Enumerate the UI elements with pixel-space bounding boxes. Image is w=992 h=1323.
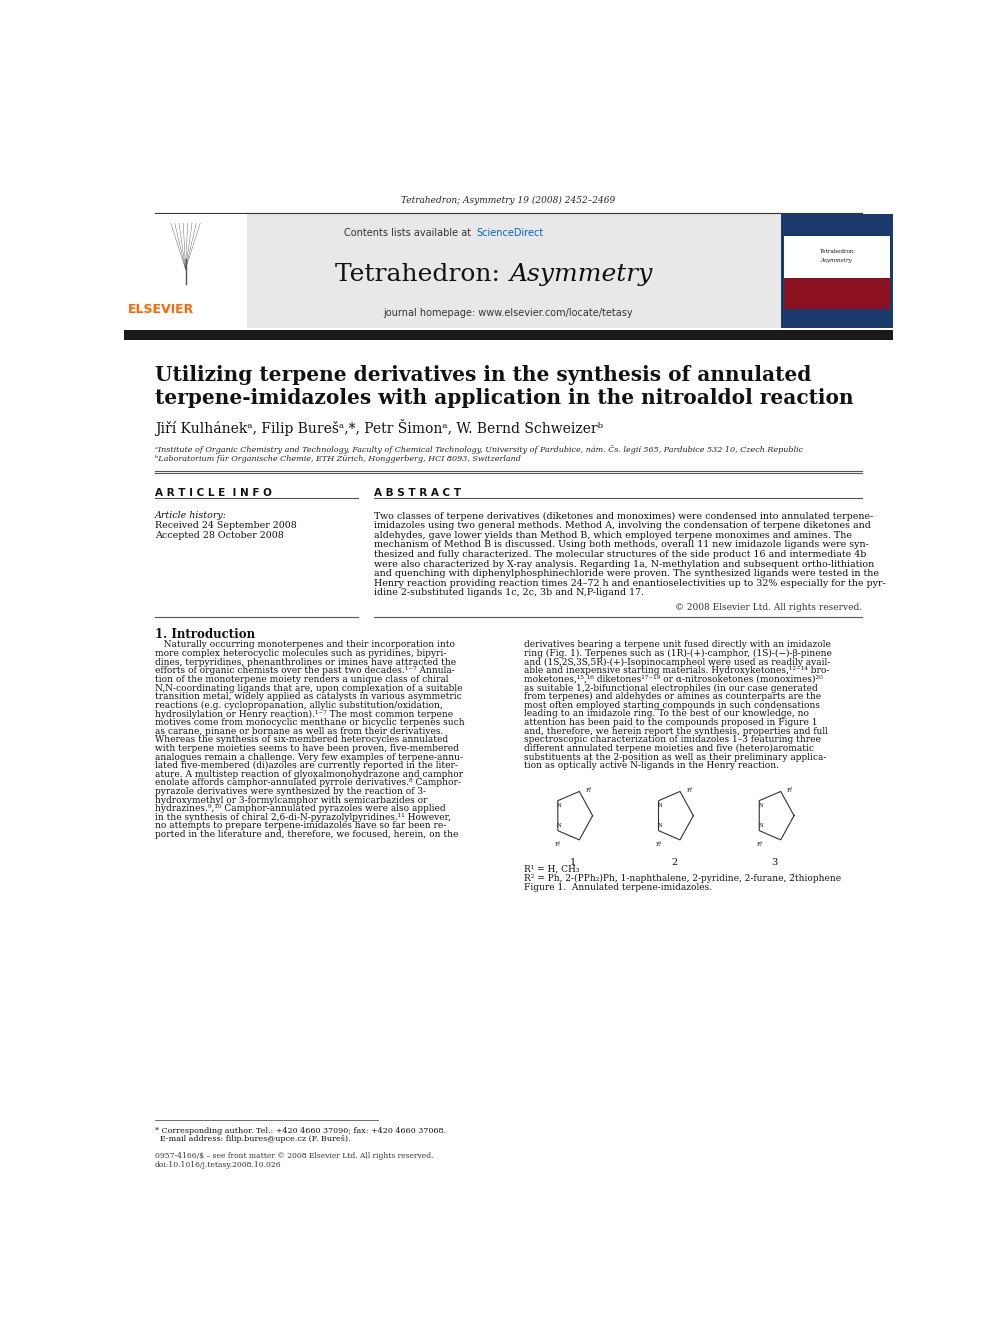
Text: hydrosilylation or Henry reaction).¹⁻⁷ The most common terpene: hydrosilylation or Henry reaction).¹⁻⁷ T…: [155, 709, 453, 718]
Text: from terpenes) and aldehydes or amines as counterparts are the: from terpenes) and aldehydes or amines a…: [524, 692, 821, 701]
Text: imidazoles using two general methods. Method A, involving the condensation of te: imidazoles using two general methods. Me…: [374, 521, 871, 531]
Text: with terpene moieties seems to have been proven, five-membered: with terpene moieties seems to have been…: [155, 744, 458, 753]
Text: R² = Ph, 2-(PPh₂)Ph, 1-naphthalene, 2-pyridine, 2-furane, 2́thiophene: R² = Ph, 2-(PPh₂)Ph, 1-naphthalene, 2-py…: [524, 875, 841, 884]
Text: N: N: [658, 823, 663, 828]
Text: efforts of organic chemists over the past two decades.¹⁻⁷ Annula-: efforts of organic chemists over the pas…: [155, 667, 454, 675]
Text: Accepted 28 October 2008: Accepted 28 October 2008: [155, 532, 284, 540]
Text: R²: R²: [585, 787, 592, 792]
Text: R²: R²: [686, 787, 692, 792]
Text: Naturally occurring monoterpenes and their incorporation into: Naturally occurring monoterpenes and the…: [155, 640, 454, 650]
Bar: [727, 778, 822, 853]
Bar: [124, 329, 893, 340]
Text: ring (Fig. 1). Terpenes such as (1R)-(+)-camphor, (1S)-(−)-β-pinene: ring (Fig. 1). Terpenes such as (1R)-(+)…: [524, 650, 831, 658]
Text: Article history:: Article history:: [155, 512, 227, 520]
Text: N: N: [759, 823, 763, 828]
Text: Utilizing terpene derivatives in the synthesis of annulated: Utilizing terpene derivatives in the syn…: [155, 365, 811, 385]
Text: idine 2-substituted ligands 1c, 2c, 3b and N,P-ligand 17.: idine 2-substituted ligands 1c, 2c, 3b a…: [374, 589, 644, 598]
Bar: [784, 278, 890, 308]
Text: R¹: R¹: [756, 841, 763, 847]
Text: moketones,¹⁵,¹⁶ diketones¹⁷⁻¹⁹ or α-nitrosoketones (monoximes)²⁰: moketones,¹⁵,¹⁶ diketones¹⁷⁻¹⁹ or α-nitr…: [524, 675, 822, 684]
Text: 1. Introduction: 1. Introduction: [155, 628, 255, 642]
Text: Tetrahedron:: Tetrahedron:: [818, 249, 855, 254]
Text: motives come from monocyclic menthane or bicyclic terpenes such: motives come from monocyclic menthane or…: [155, 718, 464, 728]
Text: pyrazole derivatives were synthesized by the reaction of 3-: pyrazole derivatives were synthesized by…: [155, 787, 426, 796]
Text: R¹: R¹: [656, 841, 662, 847]
Text: transition metal, widely applied as catalysts in various asymmetric: transition metal, widely applied as cata…: [155, 692, 461, 701]
Text: derivatives bearing a terpene unit fused directly with an imidazole: derivatives bearing a terpene unit fused…: [524, 640, 830, 650]
Text: R¹ = H, CH₃: R¹ = H, CH₃: [524, 865, 579, 873]
Text: analogues remain a challenge. Very few examples of terpene-annu-: analogues remain a challenge. Very few e…: [155, 753, 462, 762]
Text: Henry reaction providing reaction times 24–72 h and enantioselectivities up to 3: Henry reaction providing reaction times …: [374, 578, 886, 587]
Text: Jiří Kulhánekᵃ, Filip Burešᵃ,*, Petr Šimonᵃ, W. Bernd Schweizerᵇ: Jiří Kulhánekᵃ, Filip Burešᵃ,*, Petr Šim…: [155, 419, 603, 437]
Text: as carane, pinane or bornane as well as from their derivatives.: as carane, pinane or bornane as well as …: [155, 726, 443, 736]
Text: Figure 1.  Annulated terpene-imidazoles.: Figure 1. Annulated terpene-imidazoles.: [524, 884, 712, 892]
Text: journal homepage: www.elsevier.com/locate/tetasy: journal homepage: www.elsevier.com/locat…: [384, 308, 633, 318]
Text: tion as optically active N-ligands in the Henry reaction.: tion as optically active N-ligands in th…: [524, 761, 779, 770]
Text: were also characterized by X-ray analysis. Regarding 1a, N-methylation and subse: were also characterized by X-ray analysi…: [374, 560, 874, 569]
Text: A R T I C L E  I N F O: A R T I C L E I N F O: [155, 488, 272, 499]
Text: lated five-membered (di)azoles are currently reported in the liter-: lated five-membered (di)azoles are curre…: [155, 761, 457, 770]
Text: aldehydes, gave lower yields than Method B, which employed terpene monoximes and: aldehydes, gave lower yields than Method…: [374, 531, 852, 540]
Text: ScienceDirect: ScienceDirect: [476, 228, 544, 238]
Text: Two classes of terpene derivatives (diketones and monoximes) were condensed into: Two classes of terpene derivatives (dike…: [374, 512, 873, 520]
Text: and, therefore, we herein report the synthesis, properties and full: and, therefore, we herein report the syn…: [524, 726, 827, 736]
Text: Contents lists available at: Contents lists available at: [343, 228, 474, 238]
Text: leading to an imidazole ring. To the best of our knowledge, no: leading to an imidazole ring. To the bes…: [524, 709, 808, 718]
Text: 1: 1: [570, 859, 576, 868]
Text: hydroxymethyl or 3-formylcamphor with semicarbazides or: hydroxymethyl or 3-formylcamphor with se…: [155, 795, 428, 804]
Text: spectroscopic characterization of imidazoles 1–3 featuring three: spectroscopic characterization of imidaz…: [524, 736, 820, 745]
Text: hydrazines.⁹,¹⁰ Camphor-annulated pyrazoles were also applied: hydrazines.⁹,¹⁰ Camphor-annulated pyrazo…: [155, 804, 445, 814]
Text: Tetrahedron; Asymmetry 19 (2008) 2452–2469: Tetrahedron; Asymmetry 19 (2008) 2452–24…: [402, 196, 615, 205]
Bar: [124, 214, 893, 328]
Text: E-mail address: filip.bures@upce.cz (F. Bureš).: E-mail address: filip.bures@upce.cz (F. …: [155, 1135, 350, 1143]
Text: A B S T R A C T: A B S T R A C T: [374, 488, 461, 499]
Bar: [526, 778, 621, 853]
Text: tion of the monoterpene moiety renders a unique class of chiral: tion of the monoterpene moiety renders a…: [155, 675, 448, 684]
Text: Asymmetry: Asymmetry: [820, 258, 852, 263]
Text: N: N: [759, 803, 763, 808]
Text: N: N: [558, 803, 561, 808]
Bar: [124, 214, 247, 328]
Text: N,N-coordinating ligands that are, upon complexation of a suitable: N,N-coordinating ligands that are, upon …: [155, 684, 462, 692]
Text: thesized and fully characterized. The molecular structures of the side product 1: thesized and fully characterized. The mo…: [374, 550, 866, 558]
Text: 2: 2: [671, 859, 678, 868]
Text: and quenching with diphenylphosphinechloride were proven. The synthesized ligand: and quenching with diphenylphosphinechlo…: [374, 569, 879, 578]
Text: as suitable 1,2-bifunctional electrophiles (in our case generated: as suitable 1,2-bifunctional electrophil…: [524, 684, 817, 693]
Text: N: N: [658, 803, 663, 808]
Text: no attempts to prepare terpene-imidazoles have so far been re-: no attempts to prepare terpene-imidazole…: [155, 822, 446, 831]
Text: ᵃInstitute of Organic Chemistry and Technology, Faculty of Chemical Technology, : ᵃInstitute of Organic Chemistry and Tech…: [155, 446, 803, 454]
Text: substituents at the 2-position as well as their preliminary applica-: substituents at the 2-position as well a…: [524, 753, 826, 762]
Text: ELSEVIER: ELSEVIER: [128, 303, 194, 316]
Text: more complex heterocyclic molecules such as pyridines, bipyri-: more complex heterocyclic molecules such…: [155, 650, 446, 658]
Text: able and inexpensive starting materials. Hydroxyketones,¹²⁻¹⁴ bro-: able and inexpensive starting materials.…: [524, 667, 829, 675]
Text: 0957-4166/$ – see front matter © 2008 Elsevier Ltd. All rights reserved.: 0957-4166/$ – see front matter © 2008 El…: [155, 1152, 434, 1160]
Text: ature. A multistep reaction of glyoxalmonohydrazone and camphor: ature. A multistep reaction of glyoxalmo…: [155, 770, 463, 779]
Bar: [784, 235, 890, 278]
Text: mechanism of Method B is discussed. Using both methods, overall 11 new imidazole: mechanism of Method B is discussed. Usin…: [374, 540, 869, 549]
Bar: [782, 214, 893, 328]
Text: doi:10.1016/j.tetasy.2008.10.026: doi:10.1016/j.tetasy.2008.10.026: [155, 1160, 282, 1168]
Text: in the synthesis of chiral 2,6-di-N-pyrazolylpyridines.¹¹ However,: in the synthesis of chiral 2,6-di-N-pyra…: [155, 812, 450, 822]
Text: different annulated terpene moieties and five (hetero)aromatic: different annulated terpene moieties and…: [524, 744, 813, 753]
Text: most often employed starting compounds in such condensations: most often employed starting compounds i…: [524, 701, 819, 709]
Text: R²: R²: [787, 787, 794, 792]
Text: Asymmetry: Asymmetry: [510, 263, 654, 286]
Text: Whereas the synthesis of six-membered heterocycles annulated: Whereas the synthesis of six-membered he…: [155, 736, 447, 745]
Text: dines, terpyridines, phenanthrolines or imines have attracted the: dines, terpyridines, phenanthrolines or …: [155, 658, 456, 667]
Text: reactions (e.g. cyclopropanation, allylic substitution/oxidation,: reactions (e.g. cyclopropanation, allyli…: [155, 701, 442, 710]
Text: enolate affords camphor-annulated pyrrole derivatives.⁸ Camphor-: enolate affords camphor-annulated pyrrol…: [155, 778, 460, 787]
Bar: [626, 778, 722, 853]
Text: attention has been paid to the compounds proposed in Figure 1: attention has been paid to the compounds…: [524, 718, 817, 728]
Text: R¹: R¹: [555, 841, 561, 847]
Text: Tetrahedron:: Tetrahedron:: [335, 263, 509, 286]
Text: Received 24 September 2008: Received 24 September 2008: [155, 521, 297, 531]
Text: ported in the literature and, therefore, we focused, herein, on the: ported in the literature and, therefore,…: [155, 830, 458, 839]
Text: © 2008 Elsevier Ltd. All rights reserved.: © 2008 Elsevier Ltd. All rights reserved…: [675, 603, 862, 611]
Text: * Corresponding author. Tel.: +420 4660 37090; fax: +420 4660 37068.: * Corresponding author. Tel.: +420 4660 …: [155, 1127, 445, 1135]
Text: 3: 3: [772, 859, 778, 868]
Text: terpene-imidazoles with application in the nitroaldol reaction: terpene-imidazoles with application in t…: [155, 388, 853, 409]
Text: ᵇLaboratorium für Organische Chemie, ETH Zürich, Honggerberg, HCI 8093, Switzerl: ᵇLaboratorium für Organische Chemie, ETH…: [155, 455, 521, 463]
Text: N: N: [558, 823, 561, 828]
Text: and (1S,2S,3S,5R)-(+)-Isopinocampheol were used as readily avail-: and (1S,2S,3S,5R)-(+)-Isopinocampheol we…: [524, 658, 830, 667]
